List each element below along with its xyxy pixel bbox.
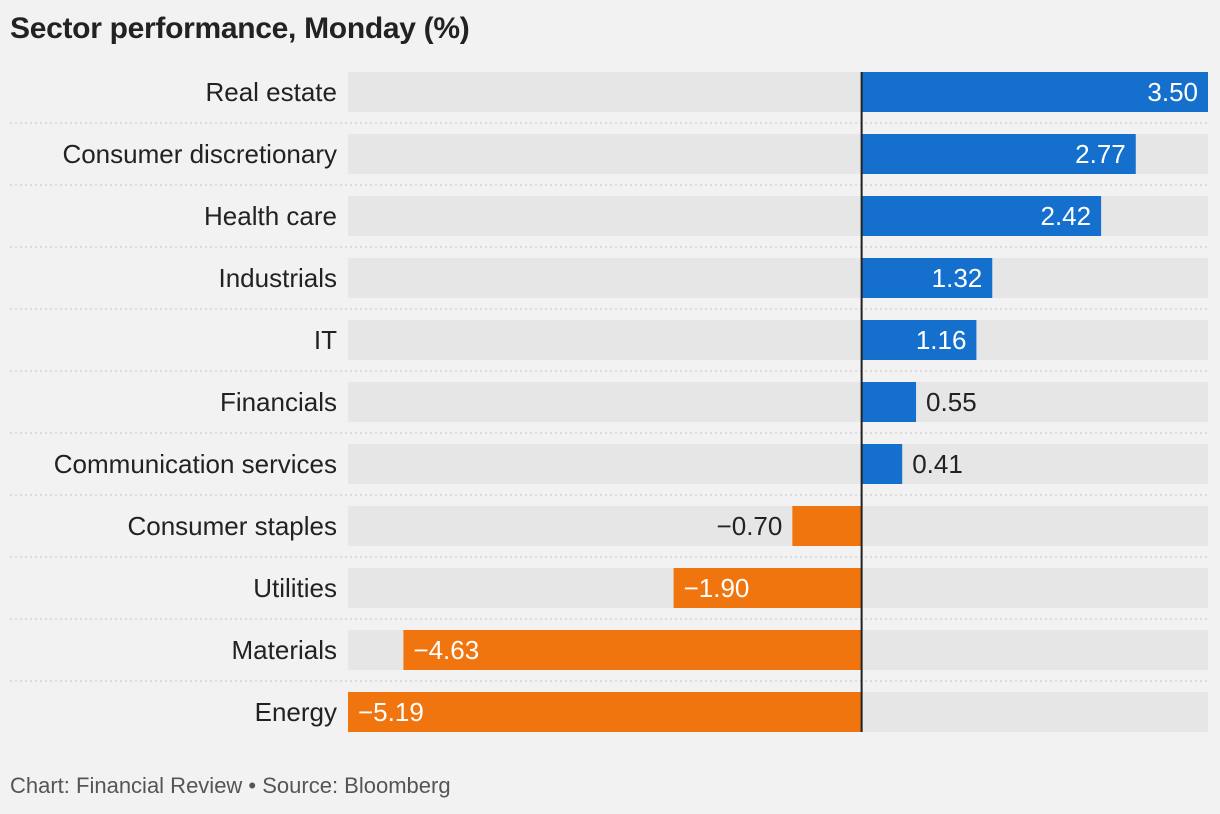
bar [861,196,1102,236]
chart-title: Sector performance, Monday (%) [10,12,470,45]
value-label: 2.77 [1075,139,1126,169]
bar [861,382,917,422]
bar [861,444,903,484]
category-label: IT [314,325,337,355]
category-label: Communication services [54,449,337,479]
value-label: −4.63 [413,635,479,665]
category-label: Consumer discretionary [62,139,337,169]
bar-track [348,320,1208,360]
bar [861,72,1208,112]
category-label: Energy [255,697,337,727]
bar [861,320,977,360]
bar-track [348,444,1208,484]
value-label: 0.41 [912,449,963,479]
value-label: 1.32 [932,263,983,293]
category-label: Materials [232,635,337,665]
bar [673,568,862,608]
value-label: −0.70 [717,511,783,541]
value-label: 1.16 [916,325,967,355]
bar [792,506,862,546]
category-label: Industrials [219,263,338,293]
value-label: −5.19 [358,697,424,727]
chart-source: Chart: Financial Review • Source: Bloomb… [10,773,451,798]
bar [861,134,1136,174]
category-label: Utilities [253,573,337,603]
category-label: Consumer staples [127,511,337,541]
value-label: 0.55 [926,387,977,417]
value-label: −1.90 [684,573,750,603]
category-label: Financials [220,387,337,417]
bar-track [348,506,1208,546]
bar [861,258,993,298]
bar-track [348,258,1208,298]
category-label: Real estate [205,77,337,107]
bar [403,630,862,670]
bar [348,692,862,732]
bar-track [348,382,1208,422]
value-label: 3.50 [1147,77,1198,107]
category-label: Health care [204,201,337,231]
value-label: 2.42 [1041,201,1092,231]
